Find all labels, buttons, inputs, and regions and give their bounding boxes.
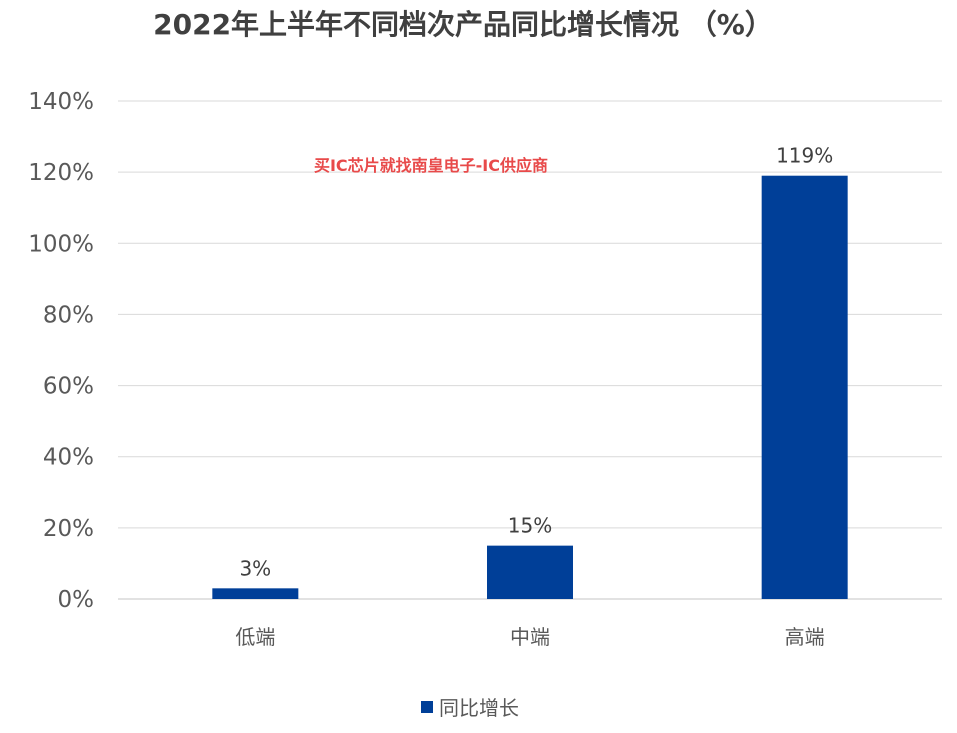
x-category-label: 低端 <box>235 625 275 649</box>
y-tick-label: 80% <box>43 302 94 328</box>
x-axis-categories: 低端 中端 高端 <box>235 625 824 649</box>
y-tick-label: 0% <box>58 587 95 613</box>
y-tick-label: 40% <box>43 445 94 471</box>
bars <box>212 175 848 599</box>
legend: 同比增长 <box>421 696 519 720</box>
data-label: 119% <box>776 144 833 168</box>
data-label: 15% <box>508 514 552 538</box>
y-tick-label: 100% <box>28 231 94 257</box>
legend-label: 同比增长 <box>439 696 519 720</box>
bar <box>487 545 573 599</box>
x-category-label: 中端 <box>510 625 550 649</box>
legend-swatch <box>421 701 433 713</box>
bar <box>212 588 299 599</box>
chart-title: 2022年上半年不同档次产品同比增长情况 （%） <box>153 8 773 41</box>
data-label: 3% <box>239 556 271 580</box>
y-axis-ticks: 0% 20% 40% 60% 80% 100% 120% 140% <box>28 89 94 613</box>
y-tick-label: 20% <box>43 516 94 542</box>
x-category-label: 高端 <box>785 625 825 649</box>
data-labels: 3% 15% 119% <box>239 144 833 581</box>
y-tick-label: 60% <box>43 374 94 400</box>
y-tick-label: 140% <box>28 89 94 115</box>
y-tick-label: 120% <box>28 160 94 186</box>
bar <box>761 175 848 599</box>
watermark-text: 买IC芯片就找南皇电子-IC供应商 <box>314 156 548 175</box>
